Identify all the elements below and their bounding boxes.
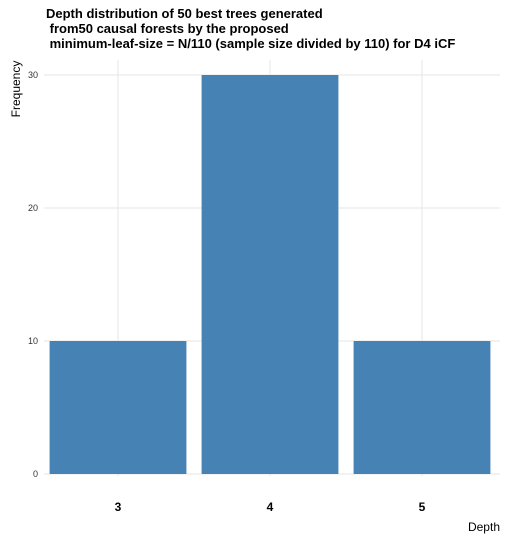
x-axis-label: Depth <box>468 520 500 534</box>
bar-depth-5 <box>353 341 491 474</box>
y-axis-ticks: 0 10 20 30 <box>28 70 38 479</box>
y-axis-label: Frequency <box>9 61 23 118</box>
x-tick-label: 4 <box>267 500 274 514</box>
x-tick-label: 5 <box>419 500 426 514</box>
y-tick-label: 20 <box>28 203 38 213</box>
bar-depth-3 <box>49 341 187 474</box>
bar-depth-4 <box>201 75 339 474</box>
chart-title-line-1: Depth distribution of 50 best trees gene… <box>46 6 323 21</box>
chart-title-line-2: from50 causal forests by the proposed <box>46 21 289 36</box>
x-axis-ticks: 3 4 5 <box>115 500 426 514</box>
chart-title-line-3: minimum-leaf-size = N/110 (sample size d… <box>46 36 455 51</box>
y-tick-label: 30 <box>28 70 38 80</box>
x-tick-label: 3 <box>115 500 122 514</box>
y-tick-label: 10 <box>28 336 38 346</box>
chart-title: Depth distribution of 50 best trees gene… <box>46 6 455 51</box>
y-tick-label: 0 <box>33 469 38 479</box>
bars <box>49 75 491 474</box>
